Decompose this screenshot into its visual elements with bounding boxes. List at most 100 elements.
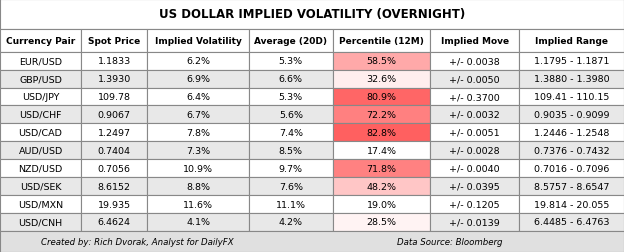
Bar	[81, 29, 147, 52]
Text: Created by: Rich Dvorak, Analyst for DailyFX: Created by: Rich Dvorak, Analyst for Dai…	[41, 237, 233, 246]
Text: 9.7%: 9.7%	[279, 164, 303, 173]
Text: +/- 0.1205: +/- 0.1205	[449, 200, 500, 209]
Bar	[249, 52, 333, 70]
Bar	[333, 70, 431, 88]
Bar	[0, 70, 81, 88]
Text: 19.935: 19.935	[98, 200, 131, 209]
Bar	[147, 177, 249, 195]
Bar	[333, 106, 431, 124]
Text: 5.3%: 5.3%	[279, 93, 303, 102]
Bar	[519, 160, 624, 177]
Text: 0.9067: 0.9067	[98, 110, 131, 119]
Bar	[333, 142, 431, 160]
Text: 6.9%: 6.9%	[186, 75, 210, 84]
Text: 5.6%: 5.6%	[279, 110, 303, 119]
Bar	[249, 177, 333, 195]
Bar	[249, 213, 333, 231]
Bar	[147, 70, 249, 88]
Bar	[333, 195, 431, 213]
Text: 8.5%: 8.5%	[279, 146, 303, 155]
Bar	[519, 177, 624, 195]
Bar	[431, 195, 519, 213]
Bar	[431, 124, 519, 142]
Text: 1.1833: 1.1833	[98, 57, 131, 66]
Text: 58.5%: 58.5%	[366, 57, 397, 66]
Text: 1.2497: 1.2497	[98, 128, 131, 137]
Text: +/- 0.3700: +/- 0.3700	[449, 93, 500, 102]
Text: 6.4624: 6.4624	[98, 217, 131, 227]
Text: +/- 0.0050: +/- 0.0050	[449, 75, 500, 84]
Bar	[81, 195, 147, 213]
Bar	[0, 142, 81, 160]
Text: 48.2%: 48.2%	[366, 182, 397, 191]
Bar	[519, 29, 624, 52]
Text: +/- 0.0051: +/- 0.0051	[449, 128, 500, 137]
Bar	[81, 213, 147, 231]
Text: +/- 0.0395: +/- 0.0395	[449, 182, 500, 191]
Text: USD/CAD: USD/CAD	[19, 128, 62, 137]
Bar	[147, 106, 249, 124]
Text: USD/CHF: USD/CHF	[19, 110, 62, 119]
Text: 17.4%: 17.4%	[366, 146, 397, 155]
Bar	[333, 213, 431, 231]
Bar	[81, 142, 147, 160]
Text: 1.2446 - 1.2548: 1.2446 - 1.2548	[534, 128, 609, 137]
Text: US DOLLAR IMPLIED VOLATILITY (OVERNIGHT): US DOLLAR IMPLIED VOLATILITY (OVERNIGHT)	[159, 8, 465, 21]
Bar	[249, 195, 333, 213]
Bar	[0, 231, 624, 252]
Text: 19.0%: 19.0%	[366, 200, 397, 209]
Bar	[81, 88, 147, 106]
Bar	[519, 195, 624, 213]
Bar	[81, 160, 147, 177]
Text: 8.8%: 8.8%	[186, 182, 210, 191]
Bar	[0, 195, 81, 213]
Text: Percentile (12M): Percentile (12M)	[339, 37, 424, 45]
Bar	[431, 52, 519, 70]
Bar	[81, 106, 147, 124]
Bar	[519, 52, 624, 70]
Bar	[249, 124, 333, 142]
Text: USD/MXN: USD/MXN	[18, 200, 63, 209]
Text: 32.6%: 32.6%	[366, 75, 397, 84]
Bar	[147, 88, 249, 106]
Bar	[519, 70, 624, 88]
Text: 8.5757 - 8.6547: 8.5757 - 8.6547	[534, 182, 609, 191]
Text: 80.9%: 80.9%	[366, 93, 397, 102]
Text: 4.2%: 4.2%	[279, 217, 303, 227]
Text: USD/CNH: USD/CNH	[19, 217, 62, 227]
Text: Implied Volatility: Implied Volatility	[155, 37, 241, 45]
Text: 6.4485 - 6.4763: 6.4485 - 6.4763	[534, 217, 609, 227]
Bar	[147, 142, 249, 160]
Text: 4.1%: 4.1%	[186, 217, 210, 227]
Text: 0.7376 - 0.7432: 0.7376 - 0.7432	[534, 146, 609, 155]
Bar	[0, 88, 81, 106]
Bar	[333, 160, 431, 177]
Text: 10.9%: 10.9%	[183, 164, 213, 173]
Bar	[147, 195, 249, 213]
Text: 7.6%: 7.6%	[279, 182, 303, 191]
Text: 0.7404: 0.7404	[98, 146, 131, 155]
Bar	[249, 142, 333, 160]
Bar	[147, 160, 249, 177]
Text: 6.6%: 6.6%	[279, 75, 303, 84]
Text: 1.3930: 1.3930	[98, 75, 131, 84]
Text: Currency Pair: Currency Pair	[6, 37, 75, 45]
Text: 8.6152: 8.6152	[98, 182, 131, 191]
Text: AUD/USD: AUD/USD	[19, 146, 62, 155]
Text: 0.9035 - 0.9099: 0.9035 - 0.9099	[534, 110, 609, 119]
Bar	[0, 29, 81, 52]
Bar	[81, 70, 147, 88]
Text: +/- 0.0028: +/- 0.0028	[449, 146, 500, 155]
Text: 6.4%: 6.4%	[186, 93, 210, 102]
Text: USD/JPY: USD/JPY	[22, 93, 59, 102]
Bar	[0, 160, 81, 177]
Bar	[147, 52, 249, 70]
Bar	[0, 124, 81, 142]
Bar	[431, 88, 519, 106]
Bar	[81, 177, 147, 195]
Bar	[0, 177, 81, 195]
Bar	[0, 106, 81, 124]
Text: 109.78: 109.78	[98, 93, 131, 102]
Text: GBP/USD: GBP/USD	[19, 75, 62, 84]
Bar	[431, 177, 519, 195]
